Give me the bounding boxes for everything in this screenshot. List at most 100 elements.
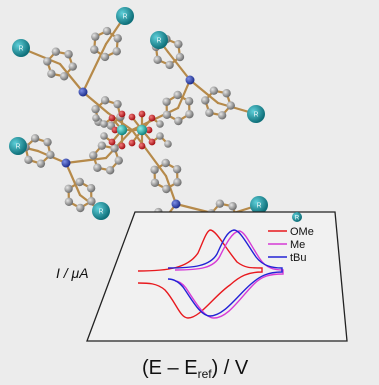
carbon-atom — [64, 50, 73, 59]
oxygen-atom — [128, 139, 136, 147]
carbon-atom — [175, 52, 185, 62]
substituent-badge — [116, 7, 134, 25]
cv-trace-me — [174, 230, 284, 319]
carbon-atom — [150, 178, 160, 187]
carbon-atom — [43, 137, 52, 147]
carbon-atom — [153, 55, 162, 65]
substituent-badge — [9, 137, 27, 155]
bond — [176, 78, 192, 110]
carbon-atom — [91, 104, 100, 114]
nitrogen-atom — [78, 87, 88, 97]
carbon-atom — [172, 165, 182, 174]
carbon-atom — [100, 52, 110, 62]
carbon-atom — [209, 86, 219, 95]
carbon-atom — [92, 114, 100, 122]
carbon-atom — [222, 89, 231, 98]
carbon-atom — [30, 134, 40, 143]
carbon-atom — [174, 116, 183, 126]
substituent-badge — [247, 105, 265, 123]
y-axis-label: I / μA — [56, 265, 89, 281]
oxygen-atom — [138, 110, 146, 118]
metal-atom — [136, 124, 148, 136]
bond — [164, 174, 178, 206]
carbon-atom — [161, 158, 170, 168]
carbon-atom — [113, 99, 122, 109]
carbon-atom — [59, 72, 69, 81]
substituent-badge-letter: R — [122, 14, 127, 21]
carbon-atom — [24, 155, 33, 165]
carbon-atom — [150, 165, 159, 174]
nitrogen-atom — [185, 75, 195, 85]
carbon-atom — [47, 69, 56, 78]
carbon-atom — [87, 197, 96, 206]
oxygen-atom — [128, 113, 136, 121]
carbon-atom — [93, 163, 102, 172]
carbon-atom — [102, 26, 112, 36]
carbon-atom — [100, 132, 108, 140]
carbon-atom — [228, 202, 237, 211]
carbon-atom — [91, 32, 100, 41]
carbon-atom — [113, 34, 122, 43]
carbon-atom — [201, 96, 210, 105]
bond — [104, 128, 134, 160]
carbon-atom — [156, 132, 164, 140]
oxygen-atom — [108, 114, 116, 122]
carbon-atom — [205, 108, 214, 117]
carbon-atom — [51, 47, 61, 56]
cv-trace-ome — [137, 229, 263, 319]
carbon-atom — [90, 45, 99, 54]
bond — [58, 62, 85, 94]
carbon-atom — [226, 101, 235, 110]
substituent-badge — [12, 39, 30, 57]
carbon-atom — [64, 197, 74, 206]
legend-label-ome: OMe — [290, 226, 314, 238]
bond — [64, 156, 108, 165]
substituent-badge-letter: R — [253, 112, 258, 119]
carbon-atom — [36, 159, 46, 168]
plot-legend: OMe Me tBu — [268, 226, 314, 264]
carbon-atom — [68, 62, 77, 71]
carbon-atom — [114, 156, 123, 165]
carbon-atom — [46, 150, 55, 160]
carbon-atom — [76, 203, 85, 213]
substituent-badge — [250, 196, 268, 214]
metal-atom — [116, 124, 128, 136]
oxygen-atom — [148, 114, 156, 122]
nitrogen-atom — [61, 158, 71, 168]
carbon-atom — [86, 184, 96, 193]
carbon-atom — [165, 60, 174, 70]
atoms — [21, 26, 241, 243]
carbon-atom — [105, 166, 115, 175]
legend-substituent-badge — [292, 212, 302, 222]
oxygen-atom — [118, 142, 126, 150]
legend-label-tbu: tBu — [290, 252, 307, 264]
molecule-model: RRRRRRRR — [9, 7, 268, 246]
substituent-badge-letter: R — [18, 46, 23, 53]
carbon-atom — [97, 141, 107, 150]
oxygen-atom — [138, 142, 146, 150]
oxygen-atom — [148, 138, 156, 146]
substituent-badge-letter: R — [98, 209, 103, 216]
legend-label-me: Me — [290, 239, 305, 251]
oxygen-atom — [118, 110, 126, 118]
carbon-atom — [162, 184, 171, 194]
carbon-atom — [174, 39, 183, 49]
substituent-badge-letter: R — [156, 38, 161, 45]
carbon-atom — [162, 110, 172, 119]
oxygen-atom — [108, 138, 116, 146]
carbon-atom — [43, 57, 52, 66]
oxygen-atom — [145, 126, 153, 134]
carbon-atom — [110, 144, 119, 153]
carbon-atom — [217, 111, 227, 120]
bond — [81, 90, 110, 115]
bond — [64, 161, 82, 197]
carbon-atom — [64, 184, 73, 193]
substituent-badge — [150, 31, 168, 49]
bond — [81, 42, 108, 94]
oxygen-atom — [111, 126, 119, 134]
carbon-atom — [185, 110, 194, 119]
carbon-atom — [112, 47, 121, 56]
carbon-atom — [173, 178, 182, 187]
